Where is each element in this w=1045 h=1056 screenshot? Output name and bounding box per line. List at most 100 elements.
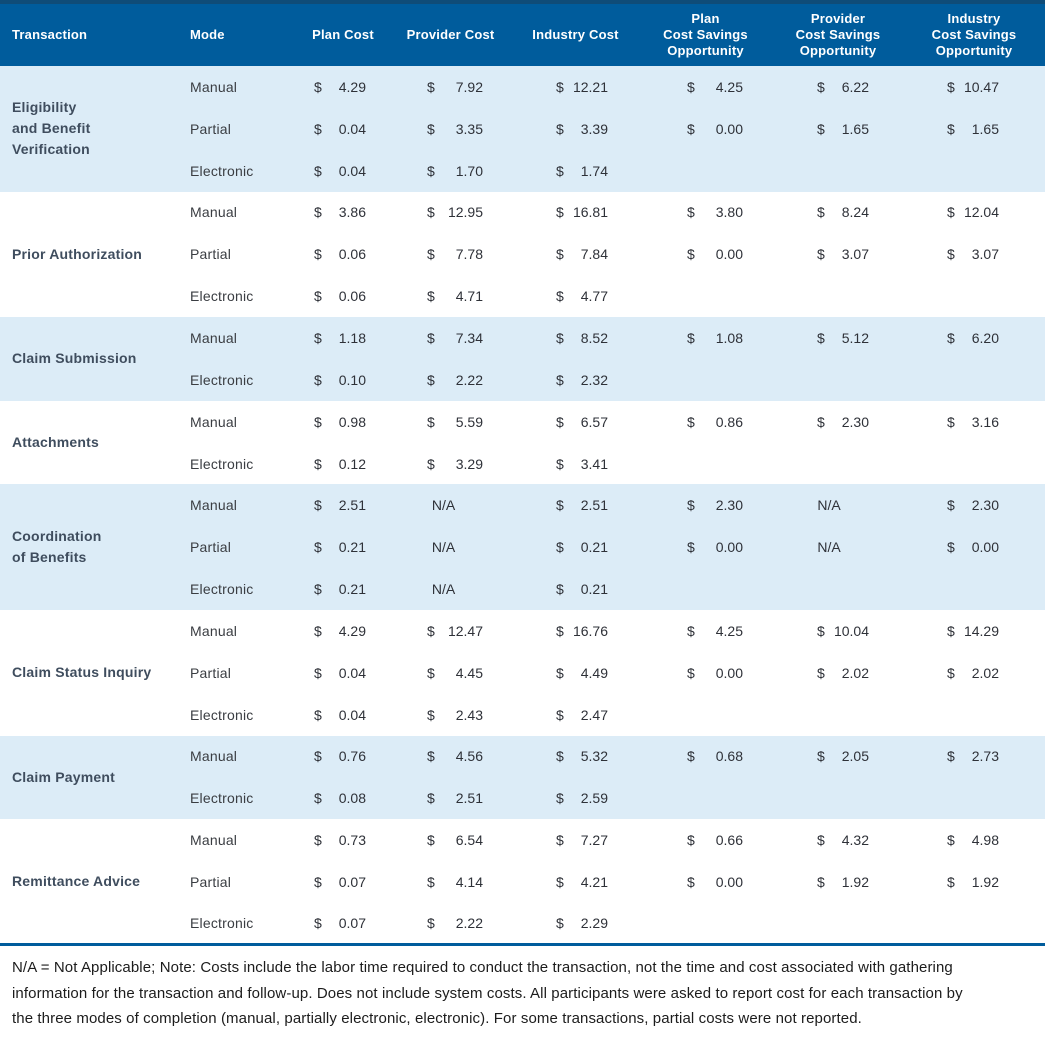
cost-cell-industry: $6.57 (513, 401, 638, 443)
money-value: $0.76 (314, 748, 366, 764)
money-value: $3.41 (556, 456, 608, 472)
amount: 0.00 (715, 246, 743, 263)
transaction-cell: Prior Authorization (12, 245, 143, 262)
currency-symbol: $ (427, 915, 435, 932)
amount: 1.18 (338, 329, 366, 346)
money-value: $5.12 (817, 330, 869, 346)
money-value: $4.71 (427, 288, 483, 304)
mode-cell: Partial (190, 246, 232, 263)
money-value: $2.43 (427, 707, 483, 723)
cost-cell-plansav: $4.25 (638, 610, 773, 652)
currency-symbol: $ (817, 78, 825, 95)
currency-symbol: $ (947, 622, 955, 639)
money-value: $7.92 (427, 79, 483, 95)
money-value: $0.98 (314, 414, 366, 430)
amount: 2.51 (455, 790, 483, 807)
amount: 2.22 (455, 915, 483, 932)
currency-symbol: $ (947, 329, 955, 346)
amount: 0.04 (338, 706, 366, 723)
money-value: $4.29 (314, 79, 366, 95)
mode-cell: Electronic (180, 358, 298, 401)
currency-symbol: $ (556, 162, 564, 179)
money-value: $2.29 (556, 915, 608, 931)
cost-cell-industry: $3.39 (513, 107, 638, 150)
currency-symbol: $ (556, 539, 564, 556)
currency-symbol: $ (556, 706, 564, 723)
cost-cell-plan: $3.86 (298, 192, 388, 234)
currency-symbol: $ (314, 915, 322, 932)
amount: 3.35 (455, 120, 483, 137)
cost-cell-plan: $0.06 (298, 233, 388, 275)
currency-symbol: $ (556, 873, 564, 890)
cost-cell-provider: $7.34 (388, 317, 513, 359)
cost-cell-plan: $0.07 (298, 861, 388, 903)
cost-cell-provider: $2.43 (388, 694, 513, 736)
amount: 3.07 (841, 246, 869, 263)
money-value: $0.10 (314, 372, 366, 388)
money-value: $5.59 (427, 414, 483, 430)
cost-cell-plan: $0.12 (298, 443, 388, 485)
table-row: Partial $0.04 $4.45 $4.49 $0.00 $2.02 $2.02 (0, 652, 1045, 694)
money-value: $0.06 (314, 246, 366, 262)
money-value: $0.07 (314, 915, 366, 931)
amount: 0.76 (338, 748, 366, 765)
amount: 5.12 (841, 329, 869, 346)
cost-cell-provsav (773, 568, 903, 610)
money-value: $4.49 (556, 665, 608, 681)
cost-cell-industry: $16.81 (513, 192, 638, 234)
cost-cell-industry: $4.77 (513, 275, 638, 317)
amount: 2.51 (580, 497, 608, 514)
cost-cell-provsav (773, 903, 903, 945)
table-header: Transaction Mode Plan Cost Provider Cost Ind… (0, 2, 1045, 66)
cost-cell-plan: $1.18 (298, 317, 388, 359)
amount: 4.21 (580, 873, 608, 890)
mode-cell: Electronic (190, 915, 254, 932)
amount: 4.32 (841, 832, 869, 849)
amount: 1.74 (580, 162, 608, 179)
currency-symbol: $ (427, 371, 435, 388)
cost-cell-provsav: $6.22 (773, 66, 903, 108)
currency-symbol: $ (314, 581, 322, 598)
money-value: $0.12 (314, 456, 366, 472)
amount: 0.08 (338, 790, 366, 807)
cost-cell-provsav (773, 694, 903, 736)
transaction-cell: Remittance Advice (12, 872, 141, 889)
money-value: $0.04 (314, 665, 366, 681)
cost-cell-plan: $2.51 (298, 484, 388, 527)
amount: 2.02 (841, 664, 869, 681)
amount: 2.05 (841, 748, 869, 765)
currency-symbol: $ (556, 413, 564, 430)
money-value: $8.24 (817, 204, 869, 220)
currency-symbol: $ (556, 664, 564, 681)
currency-symbol: $ (687, 78, 695, 95)
cost-cell-plan: $4.29 (298, 66, 388, 108)
cost-cell-plansav: $0.00 (638, 652, 773, 694)
cost-cell-plan: $0.04 (298, 149, 388, 192)
cost-cell-plansav: $0.86 (638, 401, 773, 443)
cost-cell-plan: $0.04 (298, 652, 388, 694)
currency-symbol: $ (687, 748, 695, 765)
amount: 0.06 (338, 288, 366, 305)
cost-cell-industry: $2.32 (513, 358, 638, 401)
table-row: Partial $0.06 $7.78 $7.84 $0.00 $3.07 $3.07 (0, 233, 1045, 275)
amount: 3.07 (971, 246, 999, 263)
currency-symbol: $ (556, 329, 564, 346)
amount: 2.02 (971, 664, 999, 681)
currency-symbol: $ (817, 413, 825, 430)
amount: 6.57 (580, 413, 608, 430)
currency-symbol: $ (427, 622, 435, 639)
currency-symbol: $ (817, 204, 825, 221)
currency-symbol: $ (947, 873, 955, 890)
cost-cell-industry: $7.84 (513, 233, 638, 275)
table-row: Partial $0.04 $3.35 $3.39 $0.00 $1.65 $1.65 (0, 107, 1045, 150)
cost-cell-provider: $4.45 (388, 652, 513, 694)
money-value: $4.25 (687, 79, 743, 95)
amount: 4.29 (338, 622, 366, 639)
currency-symbol: $ (556, 120, 564, 137)
currency-symbol: $ (817, 246, 825, 263)
money-value: $3.29 (427, 456, 483, 472)
currency-symbol: $ (314, 413, 322, 430)
money-value: $2.22 (427, 915, 483, 931)
money-value: $4.77 (556, 288, 608, 304)
currency-symbol: $ (687, 664, 695, 681)
